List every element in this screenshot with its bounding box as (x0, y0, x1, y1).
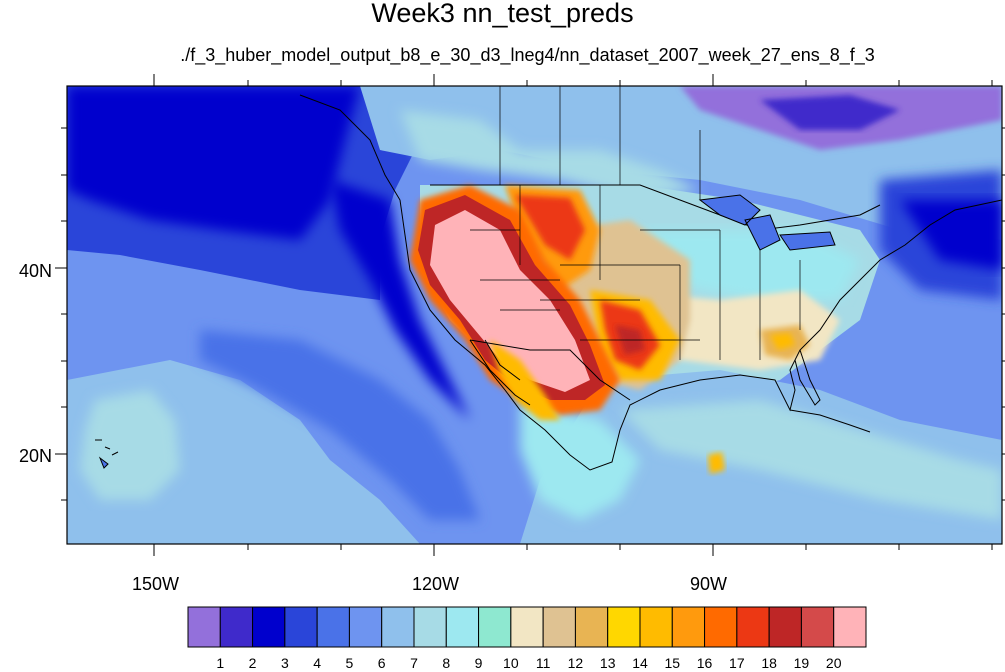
colorbar-label: 7 (410, 655, 418, 671)
colorbar-box (187, 606, 221, 648)
field-southeast-core (770, 333, 795, 350)
field-mexico-cyan (520, 400, 640, 520)
colorbar-box (284, 606, 318, 648)
colorbar-box (833, 606, 867, 648)
colorbar-box (478, 606, 512, 648)
colorbar-box (574, 606, 609, 648)
y-tick-label-40n: 40N (19, 261, 53, 281)
colorbar-box (542, 606, 576, 648)
colorbar (187, 606, 867, 648)
florida (794, 349, 821, 406)
colorbar-box (510, 606, 544, 648)
colorbar-box (413, 606, 447, 648)
colorbar-box (252, 606, 286, 648)
field-coast-dark-band (330, 180, 470, 420)
field-hudson-dark (760, 95, 900, 130)
colorbar-box (639, 606, 673, 648)
x-tick-label-150w: 150W (132, 574, 180, 594)
field-mid-pacific-band (200, 330, 480, 520)
field-gulf-spot (708, 452, 725, 474)
colorbar-label: 11 (535, 655, 551, 671)
colorbar-label: 10 (503, 655, 519, 671)
axis-ticks (55, 74, 1005, 556)
colorbar-label: 16 (696, 655, 713, 671)
coastline-north-america (299, 94, 1002, 471)
colorbar-box (348, 606, 383, 648)
colorbar-box (445, 606, 480, 648)
colorbar-label: 5 (345, 655, 354, 671)
y-tick-label-20n: 20N (19, 446, 53, 466)
great-lakes (698, 194, 836, 251)
field-mexico-hot (490, 340, 560, 420)
colorbar-label: 1 (216, 655, 225, 671)
colorbar-box (704, 606, 738, 648)
colorbar-box (768, 606, 802, 648)
colorbar-box (800, 606, 835, 648)
x-tick-label-90w: 90W (690, 574, 728, 594)
hawaii-islands (95, 439, 119, 469)
colorbar-label: 9 (474, 655, 483, 671)
colorbar-box (671, 606, 706, 648)
colorbar-label: 8 (442, 655, 451, 671)
field-southwest-pink (430, 210, 590, 392)
colorbar-box (736, 606, 770, 648)
colorbar-box (316, 606, 350, 648)
colorbar-label: 14 (632, 655, 648, 671)
colorbar-label: 2 (248, 655, 257, 671)
chart-title: Week3 nn_test_preds (371, 0, 634, 28)
field-hawaii-zone (80, 390, 180, 500)
colorbar-label: 20 (825, 655, 842, 671)
colorbar-box (381, 606, 415, 648)
colorbar-label: 17 (729, 655, 745, 671)
colorbar-label: 6 (377, 655, 386, 671)
cuba (789, 409, 871, 433)
colorbar-label: 3 (280, 655, 289, 671)
field-caribbean-cyan (620, 400, 1002, 520)
colorbar-label: 4 (313, 655, 322, 671)
map-frame (66, 85, 1003, 545)
colorbar-label: 12 (567, 655, 584, 671)
field-north-pacific-darker (67, 86, 360, 240)
colorbar-box (219, 606, 254, 648)
colorbar-label: 15 (664, 655, 681, 671)
chart-subtitle: ./f_3_huber_model_output_b8_e_30_d3_lneg… (180, 45, 875, 65)
colorbar-label: 19 (793, 655, 810, 671)
colorbar-box (607, 606, 641, 648)
colorbar-label: 13 (599, 655, 616, 671)
map-field (67, 86, 1002, 544)
colorbar-label: 18 (761, 655, 777, 671)
x-tick-label-120w: 120W (412, 574, 460, 594)
field-atlantic-dark (900, 200, 1002, 270)
field-rockies-red (515, 195, 585, 260)
map-outlines (95, 86, 1002, 471)
us-mexico-border (469, 339, 631, 401)
canada-province-borders (499, 86, 701, 200)
state-borders (470, 185, 801, 360)
coastline-baja (469, 339, 531, 406)
field-canada-cyan (400, 110, 700, 200)
